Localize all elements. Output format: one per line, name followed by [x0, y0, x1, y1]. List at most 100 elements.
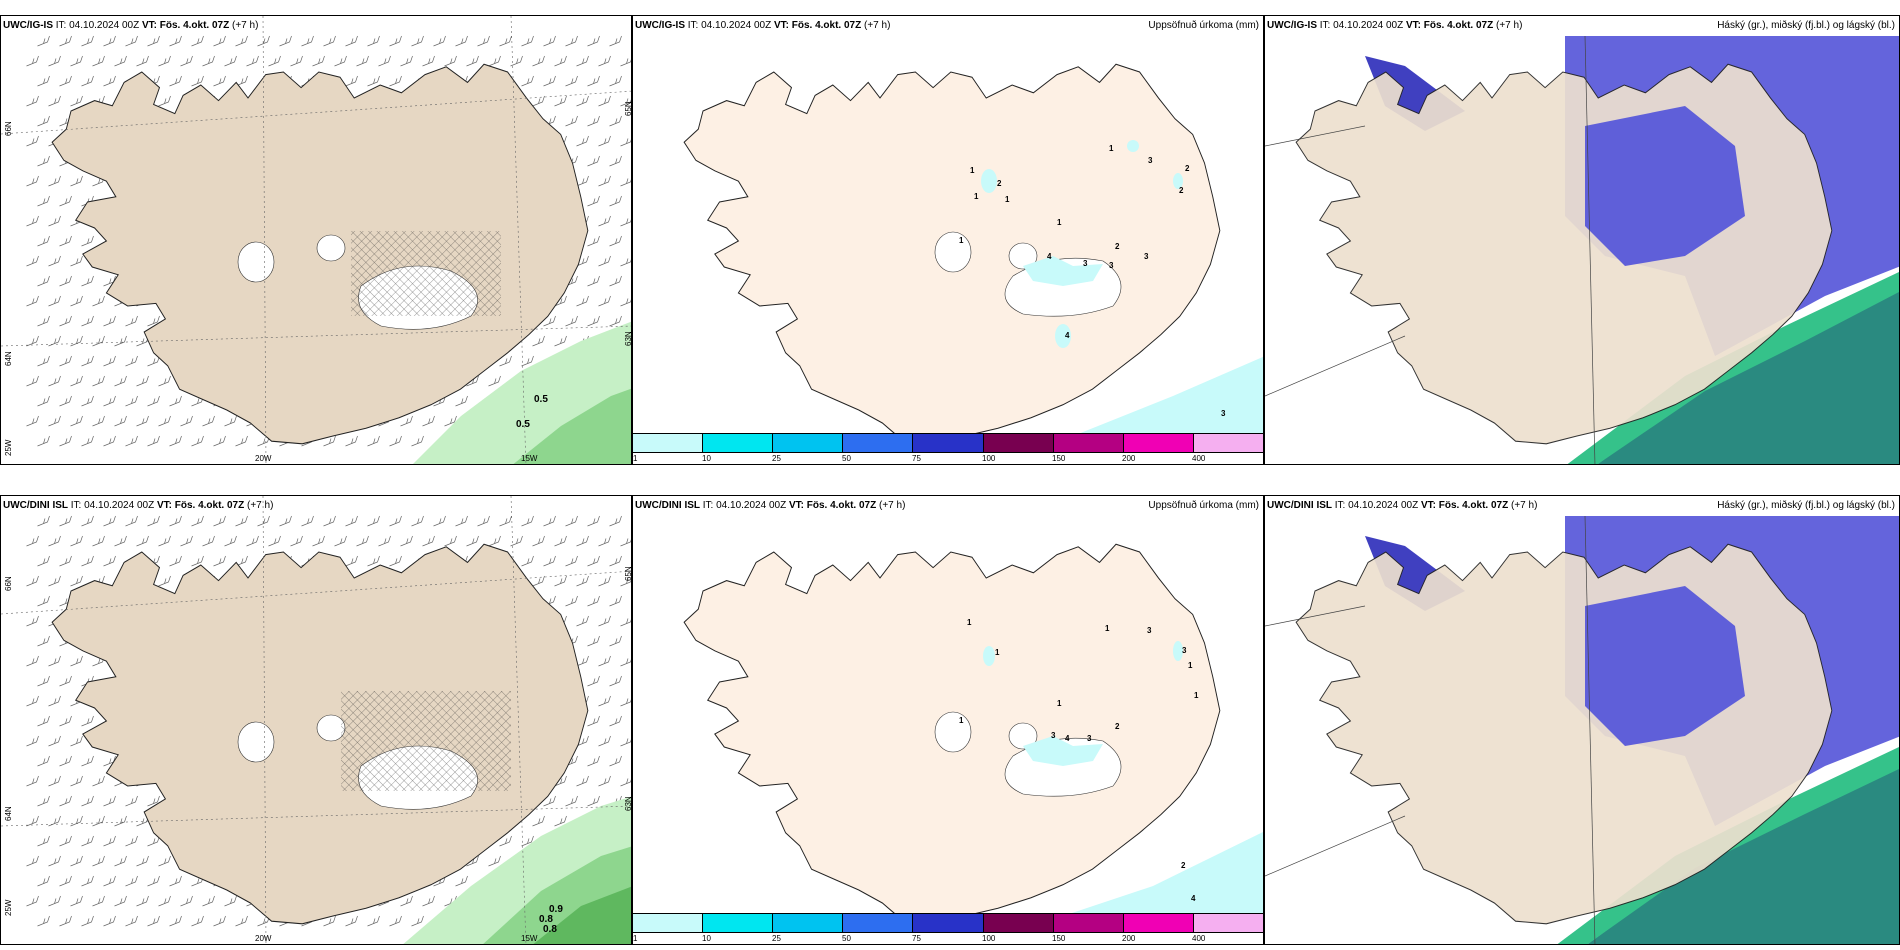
wind-barb [37, 755, 50, 767]
wind-barb [37, 555, 50, 567]
wind-map-panel-bottom: UWC/DINI ISL IT: 04.10.2024 00Z VT: Fös.… [0, 495, 632, 945]
precip-map-top [683, 63, 1263, 446]
wind-barb [499, 35, 512, 47]
wind-barb [609, 155, 622, 167]
wind-barb [103, 795, 116, 807]
wind-barb [70, 415, 83, 427]
wind-barb [48, 775, 61, 787]
lat-label-64: 64N [4, 806, 13, 821]
colorbar-swatch [773, 914, 844, 932]
wind-barb [554, 575, 567, 587]
cloud-map-bottom [1265, 515, 1899, 944]
colorbar-tick: 10 [702, 934, 711, 943]
wind-barb [598, 255, 611, 267]
wind-barb [125, 355, 138, 367]
wind-barb [510, 535, 523, 547]
wind-barb [543, 75, 556, 87]
wind-barb [26, 735, 39, 747]
wind-barb [136, 895, 149, 907]
precip-value: 2 [1181, 861, 1186, 870]
wind-barb [114, 535, 127, 547]
colorbar-swatch [1193, 434, 1263, 452]
wind-barb [576, 255, 589, 267]
wind-barb [433, 515, 446, 527]
wind-barb [81, 355, 94, 367]
wind-barb [37, 875, 50, 887]
wind-barb [422, 415, 435, 427]
wind-barb [37, 275, 50, 287]
wind-barb [246, 535, 259, 547]
wind-barb [609, 275, 622, 287]
wind-barb [488, 535, 501, 547]
wind-barb [389, 75, 402, 87]
wind-barb [389, 555, 402, 567]
wind-barb [81, 275, 94, 287]
wind-barb [532, 815, 545, 827]
wind-barb [356, 535, 369, 547]
precip-patch [981, 169, 997, 193]
wind-barb [455, 395, 468, 407]
wind-barb [81, 755, 94, 767]
wind-barb [499, 515, 512, 527]
precip-value: 4 [1191, 894, 1196, 903]
wind-barb [59, 555, 72, 567]
wind-barb [59, 795, 72, 807]
precip-panel-field: Uppsöfnuð úrkoma (mm) [1148, 500, 1259, 511]
wind-barb [37, 715, 50, 727]
wind-barb [26, 55, 39, 67]
wind-barb [103, 75, 116, 87]
lon-label-15: 15W [521, 934, 538, 943]
wind-barb [37, 515, 50, 527]
wind-barb [620, 218, 631, 227]
wind-barb [59, 35, 72, 47]
wind-panel-title: UWC/DINI ISL IT: 04.10.2024 00Z VT: Fös.… [3, 500, 274, 511]
cloud-map-top [1265, 35, 1899, 464]
wind-barb [81, 395, 94, 407]
wind-barb [169, 515, 182, 527]
wind-barb [37, 355, 50, 367]
wind-barb [81, 555, 94, 567]
cloud-high-region [1587, 766, 1899, 944]
precip-panel-title: UWC/IG-IS IT: 04.10.2024 00Z VT: Fös. 4.… [635, 20, 891, 31]
wind-barb [136, 855, 149, 867]
wind-barb [565, 75, 578, 87]
wind-barb [191, 435, 204, 447]
colorbar-tick: 1 [633, 934, 638, 943]
wind-barb [620, 738, 631, 747]
glacier-langjokull [934, 231, 972, 273]
wind-barb [598, 55, 611, 67]
colorbar-swatch [1053, 914, 1124, 932]
wind-barb [521, 355, 534, 367]
wind-barb [147, 835, 160, 847]
precip-value: 1 [1005, 195, 1010, 204]
wind-barb [598, 295, 611, 307]
wind-barb [37, 675, 50, 687]
wind-barb [609, 35, 622, 47]
wind-barb [213, 435, 226, 447]
wind-barb [147, 915, 160, 927]
wind-barb [59, 75, 72, 87]
wind-barb [411, 515, 424, 527]
wind-barb [609, 115, 622, 127]
wind-barb [587, 755, 600, 767]
wind-barb [125, 315, 138, 327]
colorbar-tick: 25 [772, 454, 781, 463]
wind-barb [488, 375, 501, 387]
wind-barb [213, 515, 226, 527]
wind-barb [26, 95, 39, 107]
wind-barb [48, 95, 61, 107]
wind-barb [609, 635, 622, 647]
wind-barb [587, 115, 600, 127]
wind-barb [26, 775, 39, 787]
wind-barb [26, 255, 39, 267]
precip-patch [1023, 256, 1103, 286]
wind-barb [103, 315, 116, 327]
wind-barb [158, 895, 171, 907]
wind-barb [48, 295, 61, 307]
wind-barb [103, 395, 116, 407]
wind-barb [290, 55, 303, 67]
wind-barb [345, 515, 358, 527]
wind-barb [367, 515, 380, 527]
precip-value: 3 [1144, 252, 1149, 261]
wind-barb [400, 415, 413, 427]
